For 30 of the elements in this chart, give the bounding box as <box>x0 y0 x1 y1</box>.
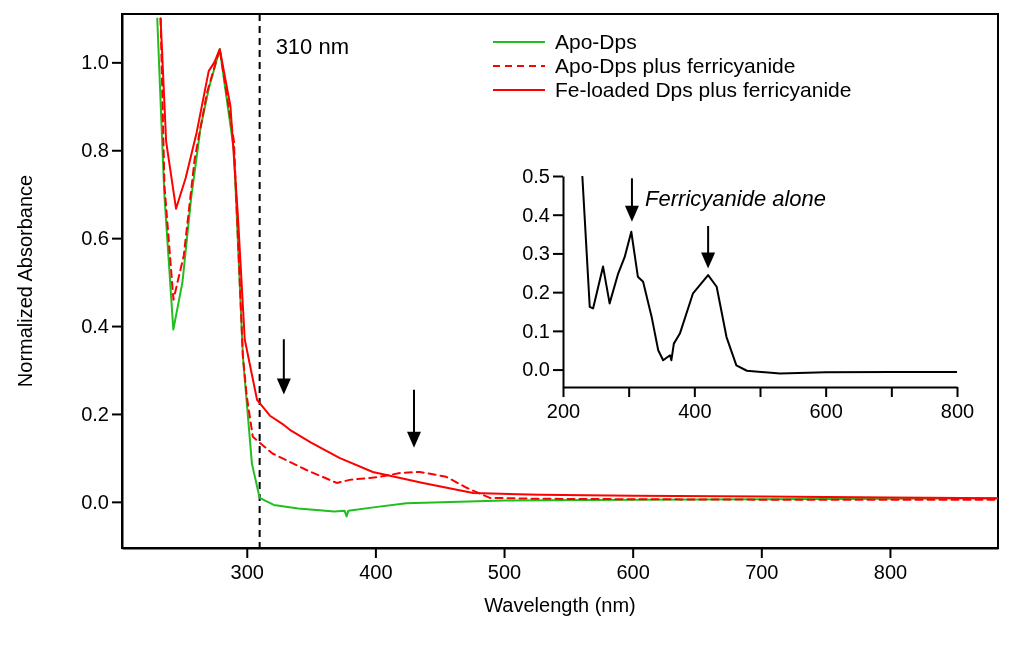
y-tick-label: 0.4 <box>81 314 109 337</box>
legend-label: Apo-Dps <box>555 30 637 53</box>
legend-label: Fe-loaded Dps plus ferricyanide <box>555 78 852 101</box>
x-tick-label: 500 <box>487 561 522 583</box>
y-axis-title: Normalized Absorbance <box>14 174 36 388</box>
x-tick-label: 300 <box>230 561 264 583</box>
x-tick-label: 800 <box>873 561 908 583</box>
x-tick-label: 400 <box>359 561 393 583</box>
y-tick-label: 0.6 <box>81 227 109 250</box>
y-tick-label: 0.2 <box>81 402 109 425</box>
x-tick-label: 800 <box>940 400 975 422</box>
line-series <box>581 176 957 375</box>
y-tick-label: 0.0 <box>81 490 109 513</box>
y-tick-label: 0.8 <box>81 139 109 162</box>
x-tick-label: 400 <box>678 400 712 422</box>
y-tick-label: 0.2 <box>522 281 550 304</box>
y-tick-label: 0.1 <box>522 319 550 342</box>
y-tick-label: 0.4 <box>522 203 550 226</box>
x-tick-label: 600 <box>809 400 843 422</box>
annotation: Ferricyanide alone <box>645 186 827 211</box>
y-tick-label: 0.5 <box>522 164 550 187</box>
x-tick-label: 600 <box>616 561 650 583</box>
y-tick-label: 0.3 <box>522 242 550 265</box>
y-tick-label: 0.0 <box>522 358 550 381</box>
y-tick-label: 1.0 <box>81 51 109 74</box>
x-tick-label: 200 <box>546 400 581 422</box>
x-axis-title: Wavelength (nm) <box>484 594 636 616</box>
legend-label: Apo-Dps plus ferricyanide <box>555 54 796 77</box>
ref-line-label: 310 nm <box>275 34 350 59</box>
x-tick-label: 700 <box>745 561 779 583</box>
